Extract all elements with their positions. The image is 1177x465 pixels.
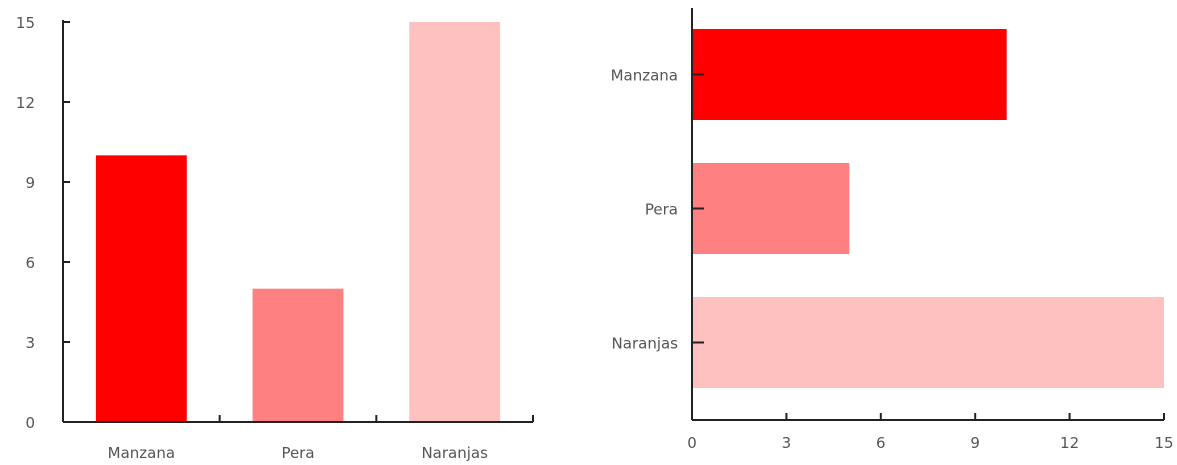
x-tick-label-3: 3: [782, 434, 792, 452]
x-tick-label-15: 15: [1154, 434, 1173, 452]
x-tick-label-pera: Pera: [281, 444, 314, 462]
y-tick-label-3: 3: [25, 334, 35, 352]
y-tick-label-6: 6: [25, 254, 35, 272]
y-tick-label-9: 9: [25, 174, 35, 192]
bar-pera: [252, 288, 344, 422]
y-tick-label-12: 12: [16, 94, 35, 112]
y-category-label-naranjas: Naranjas: [612, 335, 679, 353]
hbar-pera: [692, 163, 850, 254]
y-tick-label-0: 0: [25, 414, 35, 432]
y-category-label-pera: Pera: [645, 201, 678, 219]
x-tick-label-9: 9: [970, 434, 980, 452]
x-tick-label-naranjas: Naranjas: [421, 444, 488, 462]
bar-naranjas: [409, 22, 501, 422]
x-tick-label-0: 0: [687, 434, 697, 452]
hbar-manzana: [692, 29, 1007, 120]
x-tick-label-6: 6: [876, 434, 886, 452]
hbar-naranjas: [692, 297, 1164, 388]
x-tick-label-12: 12: [1060, 434, 1079, 452]
y-tick-label-15: 15: [16, 14, 35, 32]
bar-manzana: [95, 155, 187, 423]
x-tick-label-manzana: Manzana: [108, 444, 175, 462]
y-category-label-manzana: Manzana: [611, 67, 678, 85]
